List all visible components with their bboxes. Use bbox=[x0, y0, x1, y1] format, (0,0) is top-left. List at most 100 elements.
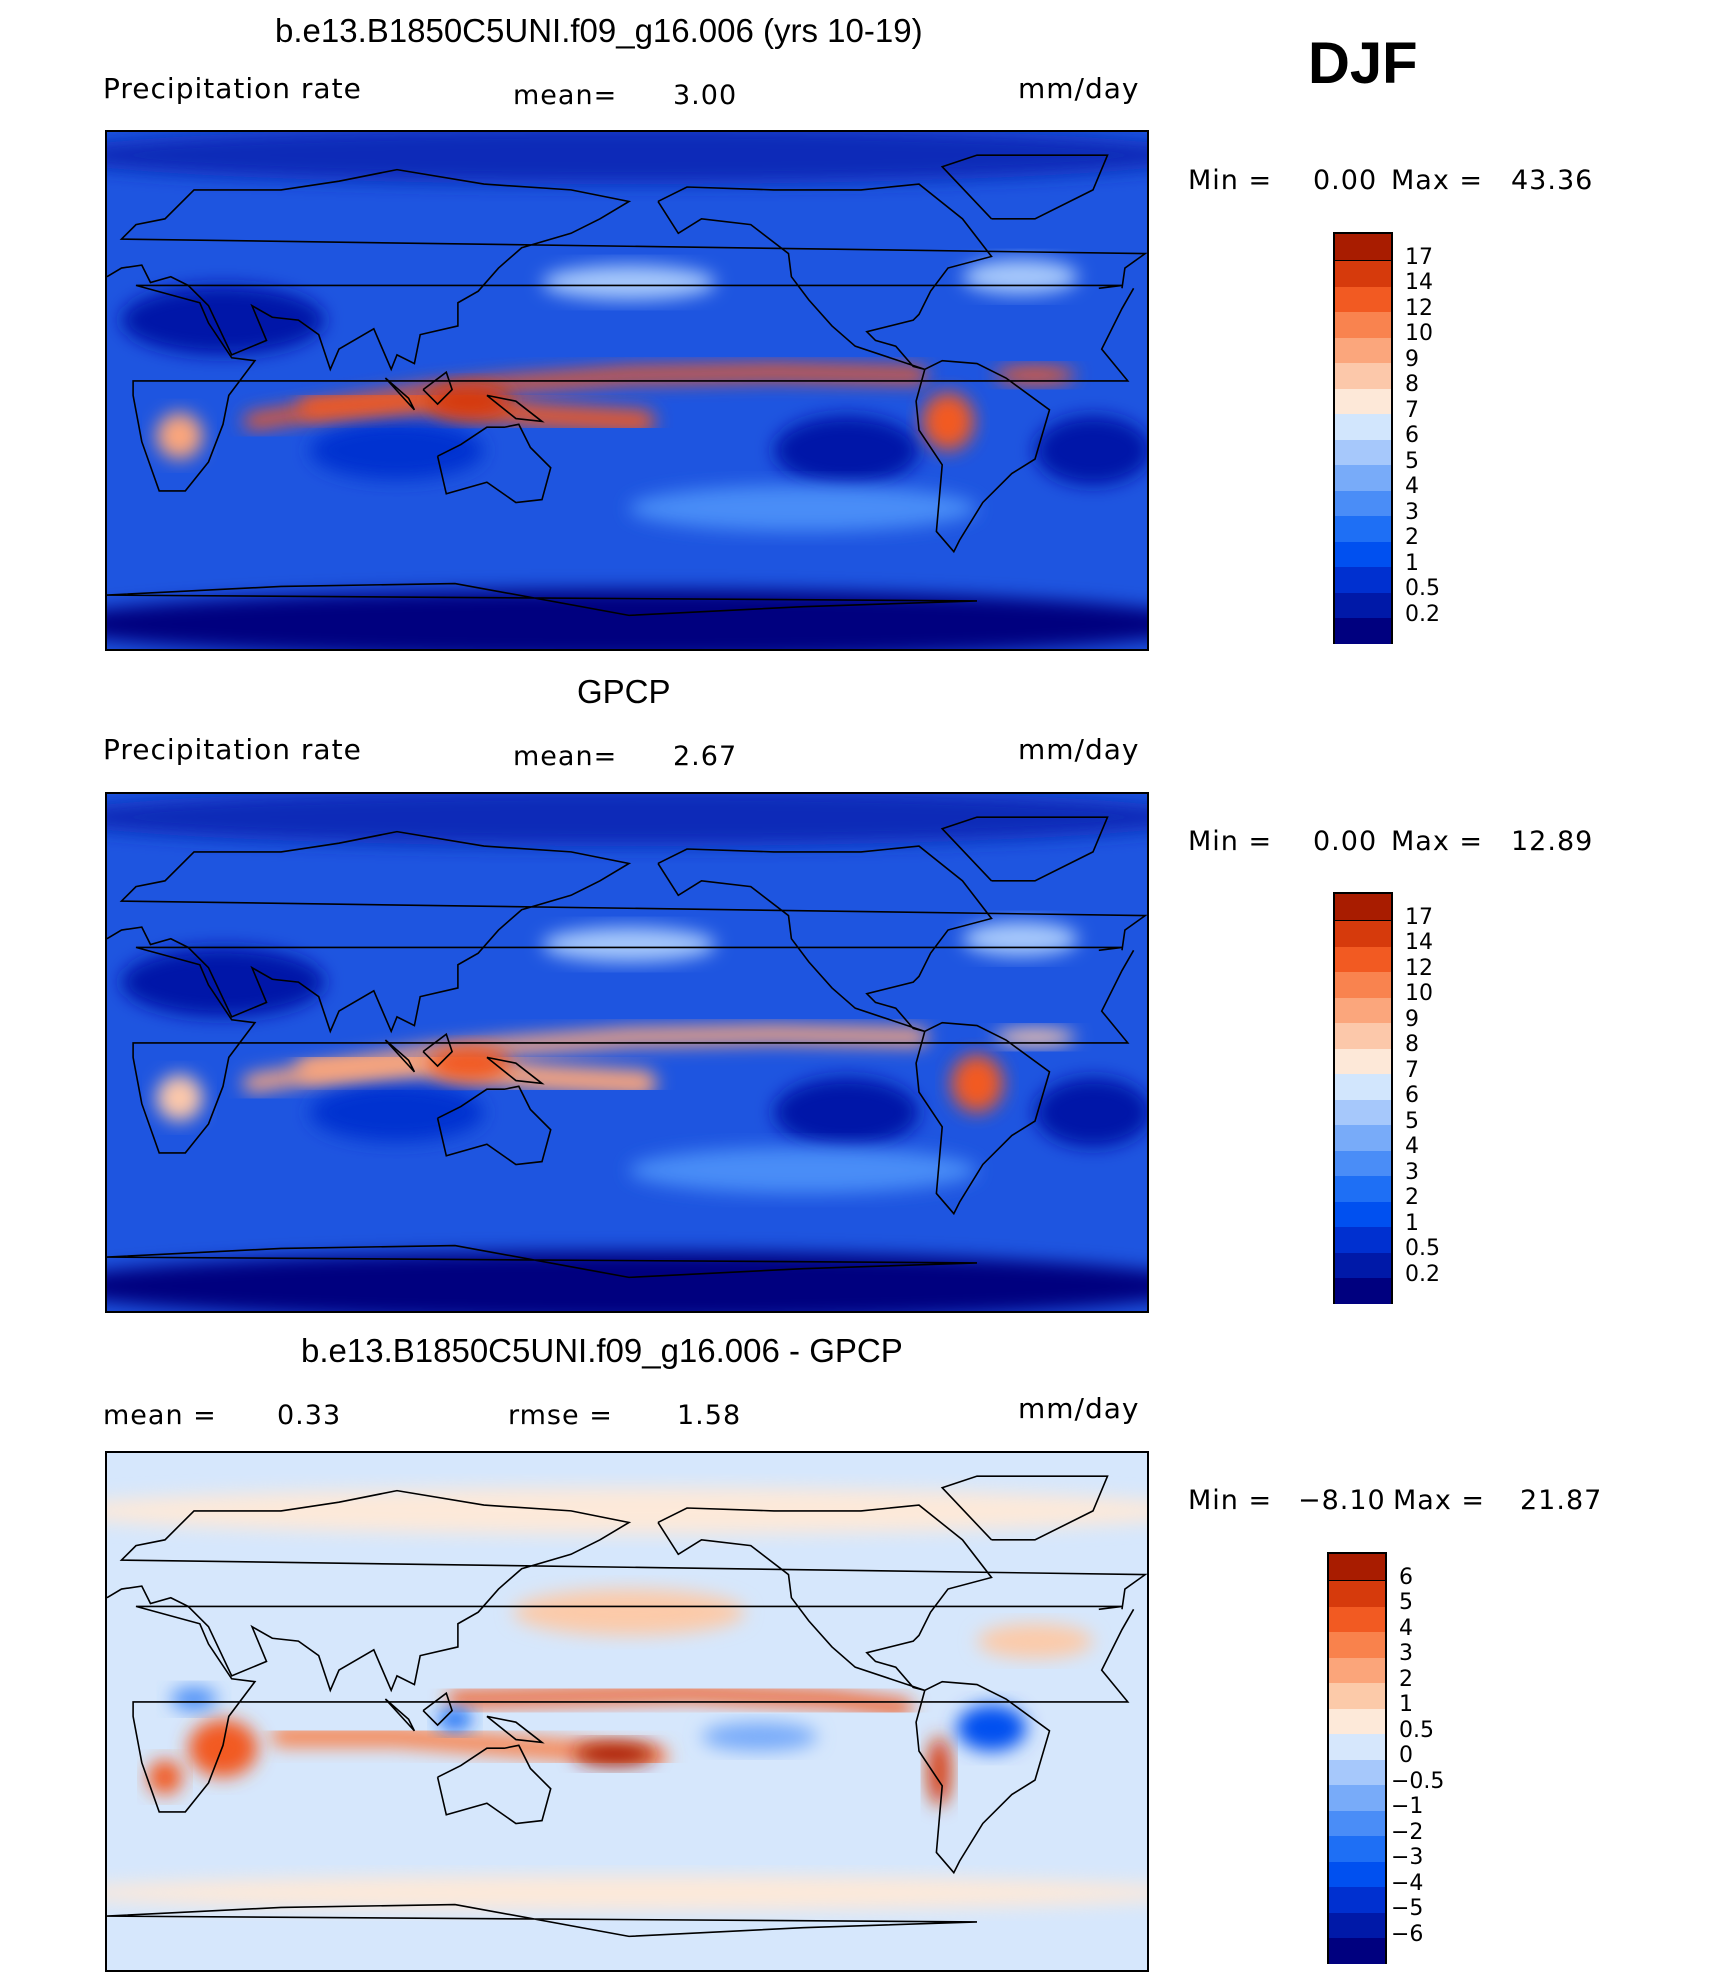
map-model bbox=[105, 130, 1149, 651]
panel-title-obs: GPCP bbox=[577, 673, 671, 710]
units-label-model: mm/day bbox=[1018, 72, 1140, 105]
variable-label-obs: Precipitation rate bbox=[103, 733, 362, 766]
colorbar-tick-label: 4 bbox=[1405, 1134, 1419, 1159]
colorbar-swatch bbox=[1335, 463, 1391, 491]
colorbar-swatch bbox=[1335, 1123, 1391, 1151]
colorbar-swatch bbox=[1335, 565, 1391, 593]
panel-title-model: b.e13.B1850C5UNI.f09_g16.006 (yrs 10-19) bbox=[275, 12, 923, 49]
colorbar-swatch bbox=[1335, 1225, 1391, 1253]
colorbar-tick-label: 3 bbox=[1405, 499, 1419, 525]
colorbar-swatch bbox=[1329, 1732, 1385, 1760]
colorbar-swatch bbox=[1335, 1174, 1391, 1202]
colorbar-tick-label: 0.5 bbox=[1405, 1236, 1440, 1261]
variable-label-model: Precipitation rate bbox=[103, 72, 362, 105]
colorbar-swatch bbox=[1335, 514, 1391, 542]
max-value-obs: 12.89 bbox=[1511, 826, 1594, 857]
colorbar-swatch bbox=[1335, 1276, 1391, 1304]
colorbar-obs bbox=[1333, 892, 1393, 1304]
colorbar-swatch bbox=[1335, 1251, 1391, 1278]
colorbar-tick-label: −4 bbox=[1391, 1870, 1424, 1896]
colorbar-swatch bbox=[1329, 1936, 1385, 1964]
colorbar-swatch bbox=[1335, 336, 1391, 363]
colorbar-tick-label: 4 bbox=[1399, 1615, 1413, 1641]
colorbar-swatch bbox=[1335, 285, 1391, 312]
units-label-diff: mm/day bbox=[1018, 1392, 1140, 1425]
colorbar-swatch bbox=[1335, 894, 1391, 920]
mean-value-model: 3.00 bbox=[673, 80, 738, 111]
colorbar-tick-label: 3 bbox=[1405, 1159, 1419, 1185]
colorbar-swatch bbox=[1329, 1681, 1385, 1709]
colorbar-swatch bbox=[1335, 616, 1391, 644]
colorbar-tick-label: 2 bbox=[1405, 1185, 1419, 1210]
colorbar-swatch bbox=[1329, 1885, 1385, 1913]
colorbar-swatch bbox=[1335, 1072, 1391, 1100]
min-label-model: Min = bbox=[1188, 165, 1273, 196]
colorbar-tick-label: 1 bbox=[1399, 1692, 1413, 1717]
colorbar-tick-label: −6 bbox=[1391, 1921, 1424, 1947]
map-diff bbox=[105, 1451, 1149, 1972]
colorbar-tick-label: 12 bbox=[1405, 295, 1433, 321]
colorbar-tick-label: 0.2 bbox=[1405, 1261, 1440, 1287]
max-label-obs: Max = bbox=[1391, 826, 1484, 857]
min-label-diff: Min = bbox=[1188, 1485, 1273, 1516]
colorbar-tick-label: 9 bbox=[1405, 1006, 1419, 1032]
colorbar-swatch bbox=[1335, 1200, 1391, 1227]
min-value-obs: 0.00 bbox=[1313, 826, 1378, 857]
colorbar-tick-label: 9 bbox=[1405, 346, 1419, 372]
colorbar-tick-label: 6 bbox=[1399, 1564, 1413, 1590]
colorbar-swatch bbox=[1335, 970, 1391, 998]
colorbar-swatch bbox=[1335, 1149, 1391, 1176]
colorbar-swatch bbox=[1335, 945, 1391, 972]
colorbar-tick-label: 17 bbox=[1405, 904, 1433, 930]
colorbar-tick-label: 10 bbox=[1405, 981, 1433, 1006]
colorbar-tick-label: −2 bbox=[1391, 1819, 1424, 1845]
colorbar-swatch bbox=[1329, 1758, 1385, 1785]
colorbar-tick-label: 5 bbox=[1405, 448, 1419, 474]
colorbar-tick-label: 10 bbox=[1405, 321, 1433, 346]
mean-label-diff: mean = bbox=[103, 1400, 217, 1431]
colorbar-swatch bbox=[1335, 438, 1391, 465]
colorbar-tick-label: 3 bbox=[1399, 1641, 1413, 1666]
mean-label-obs: mean= bbox=[513, 741, 618, 772]
rmse-value-diff: 1.58 bbox=[677, 1400, 742, 1431]
min-value-model: 0.00 bbox=[1313, 165, 1378, 196]
colorbar-swatch bbox=[1329, 1554, 1385, 1580]
colorbar-swatch bbox=[1335, 489, 1391, 516]
colorbar-swatch bbox=[1335, 1098, 1391, 1125]
colorbar-swatch bbox=[1335, 1047, 1391, 1074]
colorbar-swatch bbox=[1335, 591, 1391, 618]
colorbar-tick-label: 0.5 bbox=[1405, 576, 1440, 601]
colorbar-swatch bbox=[1335, 540, 1391, 567]
colorbar-swatch bbox=[1329, 1911, 1385, 1938]
colorbar-tick-label: 7 bbox=[1405, 397, 1419, 423]
colorbar-swatch bbox=[1329, 1707, 1385, 1734]
colorbar-swatch bbox=[1335, 919, 1391, 947]
colorbar-tick-label: −5 bbox=[1391, 1896, 1424, 1921]
mean-value-diff: 0.33 bbox=[277, 1400, 342, 1431]
colorbar-swatch bbox=[1329, 1630, 1385, 1658]
colorbar-tick-label: 6 bbox=[1405, 423, 1419, 448]
units-label-obs: mm/day bbox=[1018, 733, 1140, 766]
max-value-model: 43.36 bbox=[1511, 165, 1594, 196]
min-value-diff: −8.10 bbox=[1298, 1485, 1386, 1516]
colorbar-tick-label: 5 bbox=[1399, 1590, 1413, 1615]
max-label-diff: Max = bbox=[1393, 1485, 1486, 1516]
colorbar-swatch bbox=[1335, 310, 1391, 338]
colorbar-tick-label: 2 bbox=[1405, 525, 1419, 550]
colorbar-tick-label: 0.2 bbox=[1405, 601, 1440, 627]
colorbar-tick-label: −1 bbox=[1391, 1794, 1424, 1819]
colorbar-tick-label: 7 bbox=[1405, 1057, 1419, 1083]
colorbar-swatch bbox=[1335, 361, 1391, 389]
colorbar-swatch bbox=[1329, 1605, 1385, 1632]
colorbar-tick-label: 14 bbox=[1405, 930, 1433, 955]
mean-value-obs: 2.67 bbox=[673, 741, 738, 772]
colorbar-tick-label: 17 bbox=[1405, 244, 1433, 270]
colorbar-tick-label: 5 bbox=[1405, 1108, 1419, 1134]
colorbar-tick-label: 1 bbox=[1405, 550, 1419, 576]
map-obs bbox=[105, 792, 1149, 1313]
colorbar-swatch bbox=[1329, 1783, 1385, 1811]
colorbar-swatch bbox=[1329, 1579, 1385, 1607]
colorbar-tick-label: 12 bbox=[1405, 955, 1433, 981]
colorbar-tick-label: 1 bbox=[1405, 1210, 1419, 1236]
colorbar-model bbox=[1333, 232, 1393, 644]
